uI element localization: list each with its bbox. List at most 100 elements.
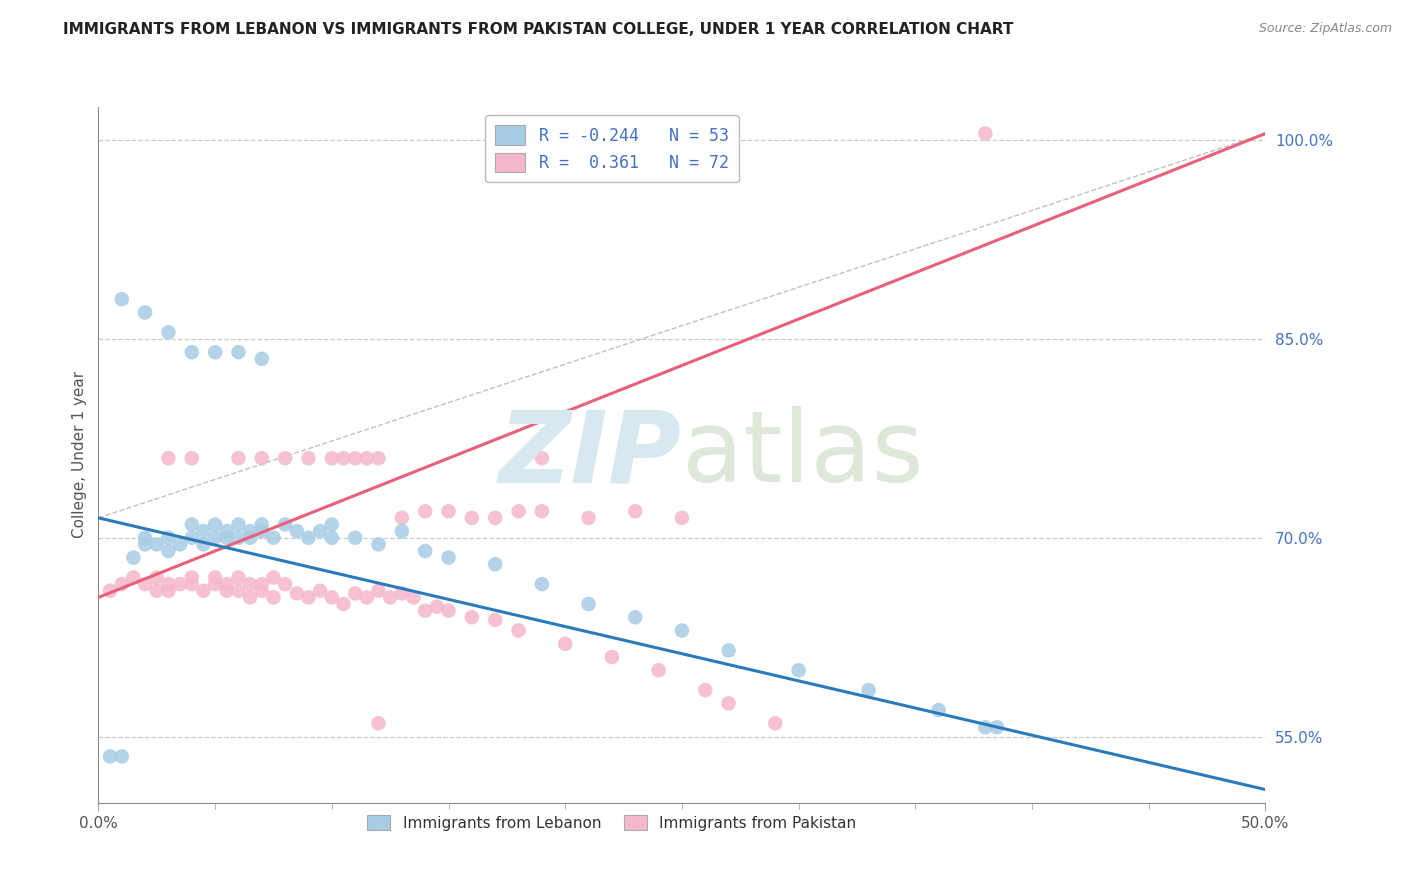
Point	[717, 697, 740, 711]
Point	[437, 504, 460, 518]
Point	[204, 570, 226, 584]
Point	[180, 570, 202, 584]
Point	[180, 451, 202, 466]
Point	[578, 597, 600, 611]
Legend: Immigrants from Lebanon, Immigrants from Pakistan: Immigrants from Lebanon, Immigrants from…	[361, 809, 862, 837]
Point	[426, 599, 449, 614]
Point	[344, 531, 367, 545]
Point	[157, 577, 180, 591]
Point	[204, 517, 226, 532]
Text: atlas: atlas	[682, 407, 924, 503]
Point	[215, 524, 238, 538]
Point	[671, 511, 693, 525]
Point	[437, 604, 460, 618]
Point	[367, 716, 389, 731]
Point	[461, 610, 484, 624]
Point	[274, 517, 297, 532]
Point	[262, 591, 284, 605]
Point	[228, 517, 250, 532]
Y-axis label: College, Under 1 year: College, Under 1 year	[72, 371, 87, 539]
Point	[193, 537, 215, 551]
Point	[215, 531, 238, 545]
Point	[157, 326, 180, 340]
Point	[111, 749, 134, 764]
Point	[250, 577, 273, 591]
Point	[262, 531, 284, 545]
Point	[134, 577, 156, 591]
Point	[437, 550, 460, 565]
Point	[986, 720, 1008, 734]
Point	[624, 610, 647, 624]
Point	[239, 577, 262, 591]
Point	[239, 591, 262, 605]
Point	[297, 451, 319, 466]
Point	[717, 643, 740, 657]
Point	[274, 451, 297, 466]
Point	[157, 544, 180, 558]
Point	[367, 537, 389, 551]
Text: ZIP: ZIP	[499, 407, 682, 503]
Point	[180, 345, 202, 359]
Point	[321, 591, 343, 605]
Point	[391, 586, 413, 600]
Point	[274, 577, 297, 591]
Point	[228, 345, 250, 359]
Point	[250, 351, 273, 366]
Point	[413, 604, 436, 618]
Point	[695, 683, 717, 698]
Point	[285, 586, 308, 600]
Point	[169, 577, 191, 591]
Point	[228, 583, 250, 598]
Point	[134, 305, 156, 319]
Point	[508, 624, 530, 638]
Point	[262, 570, 284, 584]
Point	[974, 720, 997, 734]
Point	[146, 570, 169, 584]
Point	[344, 586, 367, 600]
Point	[554, 637, 576, 651]
Point	[239, 531, 262, 545]
Point	[928, 703, 950, 717]
Point	[122, 550, 145, 565]
Point	[858, 683, 880, 698]
Point	[250, 517, 273, 532]
Point	[484, 511, 506, 525]
Point	[98, 749, 121, 764]
Point	[624, 504, 647, 518]
Point	[250, 583, 273, 598]
Point	[787, 663, 810, 677]
Point	[285, 524, 308, 538]
Point	[484, 558, 506, 572]
Point	[193, 583, 215, 598]
Point	[530, 577, 553, 591]
Point	[250, 524, 273, 538]
Point	[228, 531, 250, 545]
Point	[402, 591, 425, 605]
Point	[530, 451, 553, 466]
Point	[146, 583, 169, 598]
Point	[215, 583, 238, 598]
Point	[367, 583, 389, 598]
Point	[356, 451, 378, 466]
Point	[134, 537, 156, 551]
Point	[297, 591, 319, 605]
Point	[228, 451, 250, 466]
Point	[180, 531, 202, 545]
Point	[332, 597, 354, 611]
Point	[239, 524, 262, 538]
Text: Source: ZipAtlas.com: Source: ZipAtlas.com	[1258, 22, 1392, 36]
Point	[321, 517, 343, 532]
Point	[309, 524, 332, 538]
Point	[344, 451, 367, 466]
Point	[228, 570, 250, 584]
Point	[157, 583, 180, 598]
Point	[169, 537, 191, 551]
Point	[413, 504, 436, 518]
Point	[204, 531, 226, 545]
Point	[204, 345, 226, 359]
Point	[508, 504, 530, 518]
Point	[332, 451, 354, 466]
Point	[204, 577, 226, 591]
Point	[215, 577, 238, 591]
Point	[647, 663, 669, 677]
